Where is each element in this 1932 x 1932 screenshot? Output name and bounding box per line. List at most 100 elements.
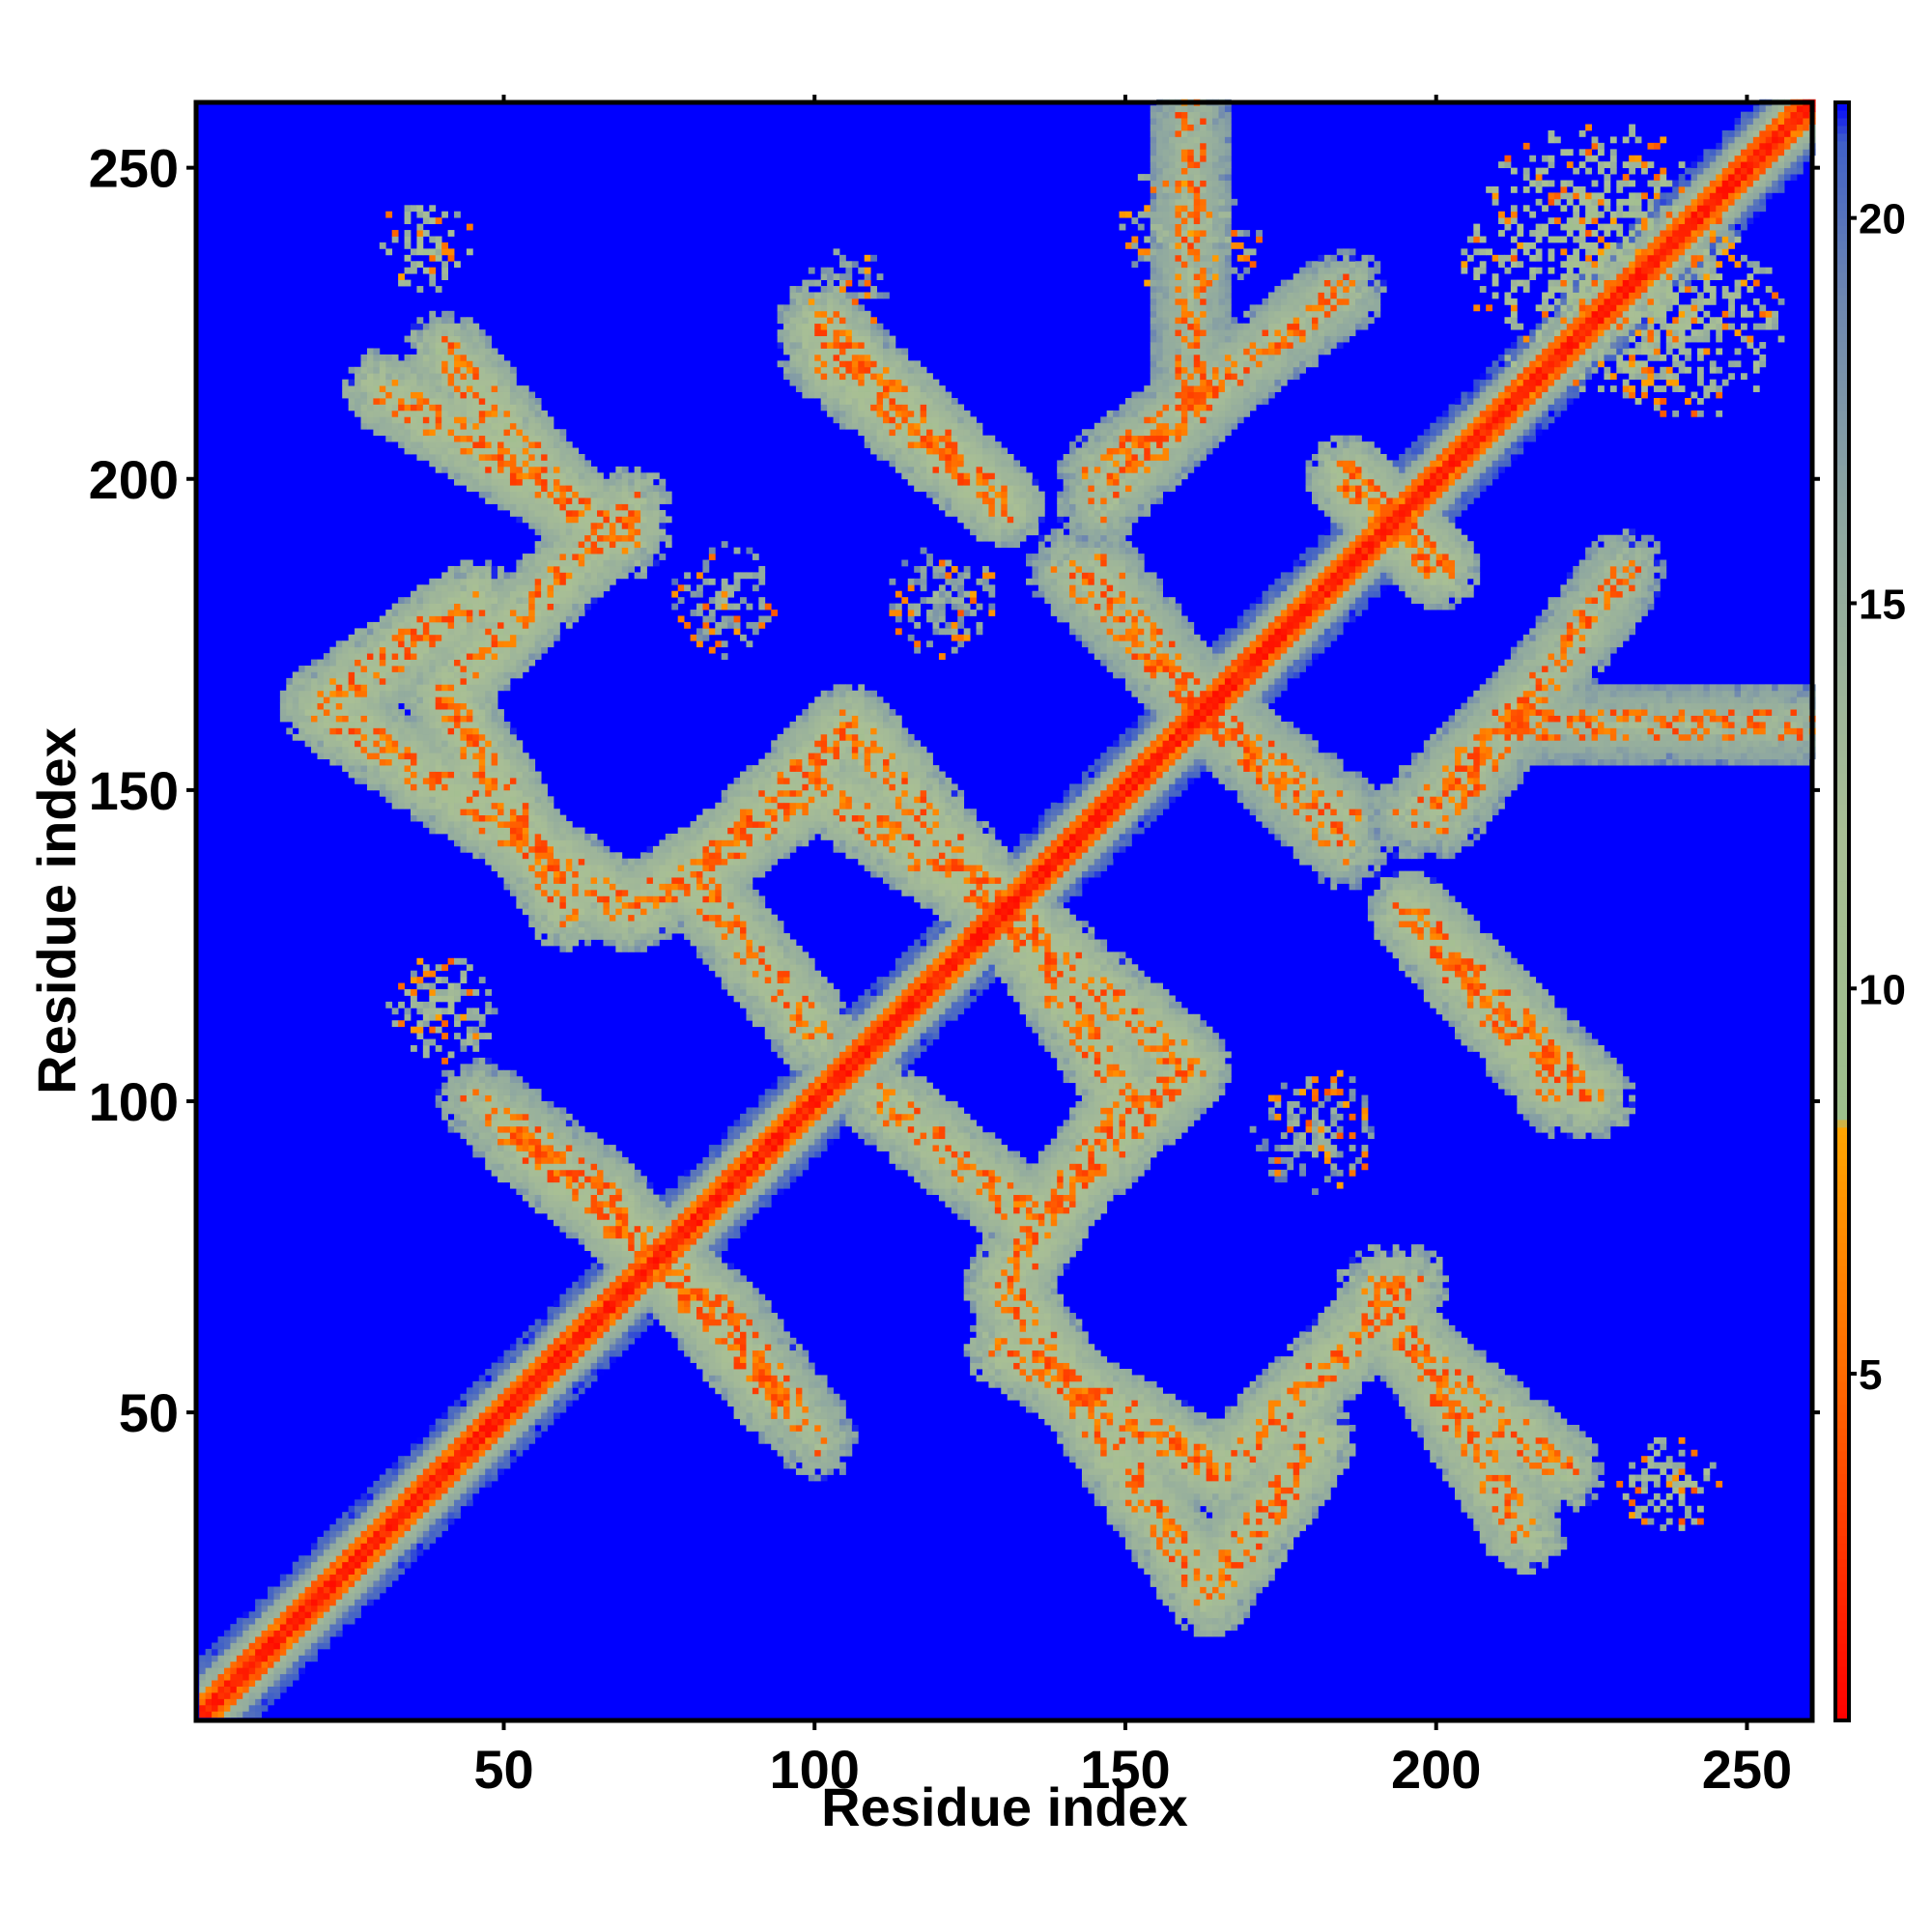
heatmap-cell — [491, 379, 498, 386]
heatmap-cell — [547, 1181, 554, 1189]
heatmap-cell — [404, 758, 412, 766]
heatmap-cell — [379, 373, 386, 381]
heatmap-cell — [628, 921, 636, 927]
heatmap-cell — [429, 310, 437, 318]
heatmap-cell — [621, 1188, 629, 1196]
heatmap-cell — [466, 379, 473, 386]
heatmap-cell — [268, 1605, 274, 1612]
heatmap-cell — [323, 722, 330, 728]
heatmap-cell — [205, 1680, 213, 1687]
heatmap-cell — [311, 722, 318, 728]
heatmap-cell — [572, 554, 580, 560]
heatmap-cell — [447, 354, 455, 361]
heatmap-cell — [398, 1561, 405, 1569]
heatmap-cell — [373, 740, 381, 748]
heatmap-cell — [460, 572, 468, 580]
heatmap-cell — [491, 777, 498, 784]
heatmap-cell — [355, 1536, 361, 1544]
heatmap-cell — [541, 547, 548, 554]
heatmap-cell — [335, 1617, 343, 1625]
heatmap-cell — [597, 590, 604, 598]
heatmap-cell — [472, 1008, 480, 1015]
heatmap-cell — [212, 1698, 218, 1706]
heatmap-cell — [460, 590, 468, 598]
heatmap-cell — [640, 565, 647, 573]
heatmap-cell — [578, 889, 585, 896]
heatmap-cell — [404, 727, 412, 735]
heatmap-cell — [609, 1181, 616, 1189]
heatmap-cell — [603, 522, 611, 529]
heatmap-cell — [646, 1306, 654, 1314]
heatmap-cell — [522, 491, 529, 498]
heatmap-cell — [609, 554, 616, 560]
heatmap-cell — [621, 1163, 629, 1171]
heatmap-cell — [460, 1436, 468, 1444]
heatmap-cell — [454, 1100, 461, 1108]
heatmap-cell — [497, 1406, 504, 1413]
heatmap-cell — [460, 666, 468, 672]
heatmap-cell — [547, 877, 554, 884]
heatmap-cell — [348, 1605, 355, 1612]
heatmap-cell — [410, 677, 417, 685]
heatmap-cell — [466, 610, 473, 616]
heatmap-cell — [404, 603, 412, 611]
heatmap-cell — [485, 1008, 493, 1015]
heatmap-cell — [217, 1648, 225, 1656]
heatmap-cell — [416, 696, 424, 704]
heatmap-cell — [385, 659, 393, 667]
heatmap-cell — [509, 1151, 517, 1158]
heatmap-cell — [391, 615, 399, 623]
heatmap-cell — [584, 1194, 591, 1202]
heatmap-cell — [559, 1113, 567, 1121]
heatmap-cell — [485, 1412, 493, 1419]
heatmap-cell — [317, 1611, 325, 1619]
heatmap-cell — [466, 1387, 473, 1395]
heatmap-cell — [286, 1636, 294, 1643]
heatmap-cell — [199, 1711, 207, 1719]
heatmap-cell — [447, 1474, 455, 1482]
heatmap-cell — [466, 1100, 473, 1108]
heatmap-cell — [255, 1680, 262, 1687]
heatmap-cell — [534, 914, 542, 922]
heatmap-cell — [559, 1362, 567, 1370]
heatmap-cell — [460, 646, 468, 654]
heatmap-cell — [273, 1686, 281, 1693]
heatmap-cell — [478, 385, 486, 392]
heatmap-cell — [422, 342, 430, 349]
heatmap-cell — [597, 1300, 604, 1307]
heatmap-cell — [404, 1499, 412, 1507]
heatmap-cell — [404, 366, 412, 374]
heatmap-cell — [578, 914, 585, 922]
heatmap-cell — [621, 865, 629, 872]
heatmap-cell — [317, 746, 325, 753]
heatmap-cell — [391, 1574, 399, 1581]
heatmap-cell — [385, 435, 393, 442]
heatmap-cell — [447, 765, 455, 772]
heatmap-cell — [559, 522, 567, 529]
heatmap-cell — [640, 852, 647, 860]
heatmap-cell — [553, 441, 560, 448]
heatmap-cell — [472, 634, 480, 641]
heatmap-cell — [509, 578, 517, 585]
heatmap-cell — [609, 889, 616, 896]
heatmap-cell — [292, 1636, 299, 1643]
heatmap-cell — [317, 727, 325, 735]
heatmap-cell — [360, 416, 368, 424]
heatmap-cell — [547, 1107, 554, 1115]
heatmap-cell — [342, 746, 350, 753]
heatmap-cell — [509, 753, 517, 760]
heatmap-cell — [317, 1630, 325, 1637]
heatmap-cell — [491, 865, 498, 872]
heatmap-cell — [503, 783, 511, 791]
heatmap-cell — [379, 722, 386, 728]
heatmap-cell — [429, 279, 437, 287]
heatmap-cell — [460, 1462, 468, 1469]
heatmap-cell — [292, 702, 299, 710]
heatmap-cell — [547, 541, 554, 549]
heatmap-cell — [422, 740, 430, 748]
heatmap-cell — [379, 1586, 386, 1594]
heatmap-cell — [422, 765, 430, 772]
heatmap-cell — [528, 628, 536, 636]
heatmap-cell — [478, 453, 486, 461]
heatmap-cell — [590, 578, 598, 585]
